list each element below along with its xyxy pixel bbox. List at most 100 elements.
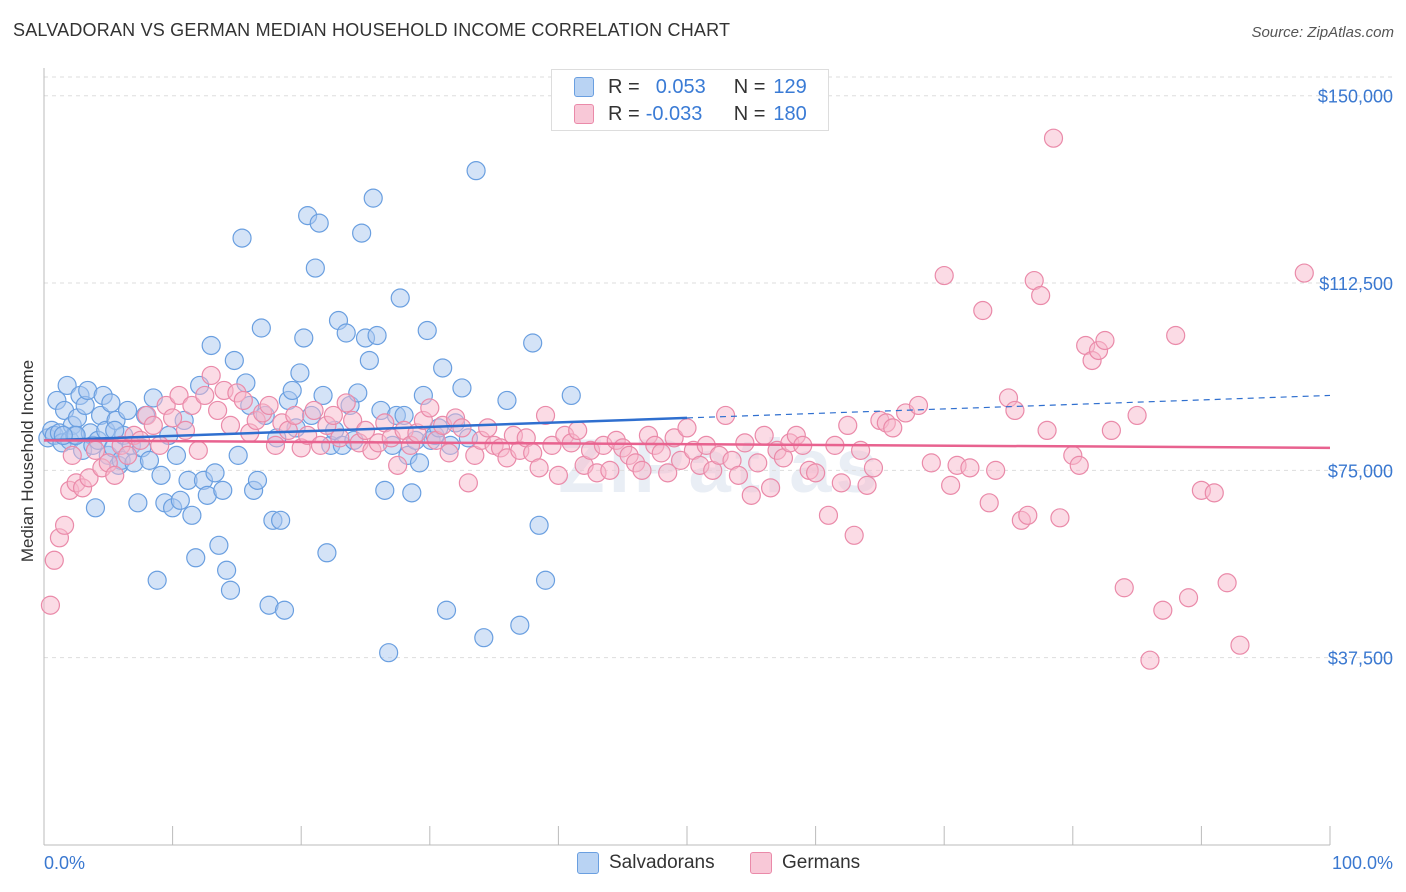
salvadoran-point: [523, 333, 543, 353]
legend-n-label: N =: [733, 102, 766, 125]
german-point: [208, 400, 228, 421]
german-point: [934, 265, 954, 286]
german-point: [182, 395, 202, 416]
salvadoran-point: [379, 643, 399, 663]
german-point: [863, 458, 884, 478]
german-point: [330, 428, 350, 448]
german-point: [805, 463, 826, 483]
bottom-swatch-blue: [577, 852, 599, 874]
german-point: [285, 405, 305, 426]
bottom-legend-germans: Germans: [750, 852, 860, 874]
salvadoran-point: [290, 363, 310, 383]
salvadoran-point: [359, 350, 379, 371]
bottom-legend-label: Germans: [782, 852, 861, 873]
salvadoran-point: [220, 580, 241, 600]
salvadoran-trend-extension: [686, 394, 1331, 419]
german-point: [1005, 400, 1025, 421]
bottom-swatch-pink: [750, 852, 772, 874]
german-point: [143, 415, 163, 436]
german-point: [458, 473, 478, 493]
legend-row-germans: R = -0.033 N = 180: [574, 102, 807, 126]
salvadoran-point: [217, 560, 237, 580]
salvadoran-point: [186, 548, 206, 568]
salvadoran-point: [336, 323, 356, 343]
german-point: [150, 435, 170, 455]
german-point: [529, 458, 549, 478]
german-point: [715, 405, 736, 426]
x-tick-label: 100.0%: [1332, 853, 1393, 873]
y-tick-label: $75,000: [1328, 461, 1393, 481]
german-point: [220, 415, 241, 436]
german-point: [535, 405, 556, 426]
salvadoran-point: [151, 465, 171, 485]
legend-n-label: N =: [733, 75, 766, 98]
german-point: [195, 385, 215, 406]
salvadoran-point: [224, 350, 244, 371]
legend-row-salvadorans: R = 0.053 N = 129: [574, 75, 807, 99]
german-point: [1069, 455, 1089, 475]
salvadoran-point: [251, 318, 271, 338]
salvadoran-point: [409, 453, 430, 473]
salvadoran-point: [232, 228, 252, 248]
german-point: [1043, 128, 1064, 148]
german-point: [651, 443, 671, 463]
german-point: [259, 395, 279, 416]
german-point: [1294, 263, 1314, 283]
salvadoran-point: [170, 490, 190, 510]
german-point: [658, 463, 678, 483]
german-point: [941, 475, 961, 495]
salvadoran-point: [228, 445, 248, 465]
german-point: [883, 418, 903, 438]
y-tick-label: $150,000: [1318, 87, 1393, 107]
german-point: [1230, 635, 1250, 655]
german-point: [265, 435, 286, 455]
salvadoran-point: [247, 470, 268, 490]
salvadoran-point: [390, 288, 410, 308]
salvadoran-point: [367, 325, 387, 346]
german-point: [760, 478, 781, 498]
german-point: [1050, 508, 1070, 528]
legend-r-value: 0.053: [655, 75, 706, 98]
salvadoran-point: [166, 445, 187, 465]
y-axis-label: Median Household Income: [18, 360, 37, 562]
german-point: [1178, 588, 1199, 608]
german-point: [748, 453, 768, 473]
german-point: [973, 300, 993, 321]
legend-swatch-blue: [574, 77, 594, 97]
german-point: [62, 445, 82, 465]
salvadoran-point: [466, 161, 486, 181]
german-point: [1037, 420, 1057, 441]
salvadoran-point: [433, 358, 453, 378]
salvadoran-point: [128, 493, 148, 513]
salvadoran-point: [309, 213, 329, 233]
salvadoran-point: [436, 600, 457, 620]
german-point: [818, 505, 839, 525]
salvadoran-point: [274, 600, 295, 620]
german-point: [908, 395, 929, 416]
german-point: [1204, 483, 1224, 503]
legend-n-value: 180: [773, 102, 807, 125]
salvadoran-point: [313, 385, 333, 406]
salvadoran-point: [561, 385, 581, 406]
salvadoran-point: [57, 375, 77, 396]
source-credit: Source: ZipAtlas.com: [1251, 24, 1394, 41]
german-point: [54, 515, 75, 535]
salvadoran-trend-line: [43, 416, 688, 442]
german-point: [1114, 578, 1134, 598]
german-point: [117, 445, 138, 465]
german-point: [1018, 505, 1038, 525]
legend-r-label: R =: [608, 75, 640, 98]
salvadoran-point: [417, 320, 437, 341]
x-tick-label: 0.0%: [44, 853, 85, 873]
salvadoran-point: [139, 450, 160, 470]
salvadoran-point: [352, 223, 372, 243]
german-point: [304, 400, 324, 421]
legend-n-value: 129: [773, 75, 807, 98]
salvadoran-point: [452, 378, 472, 398]
german-point: [838, 415, 858, 436]
german-point: [233, 390, 253, 411]
german-point: [388, 455, 408, 475]
salvadoran-point: [305, 258, 325, 278]
correlation-legend: R = 0.053 N = 129 R = -0.033 N = 180: [551, 69, 829, 131]
